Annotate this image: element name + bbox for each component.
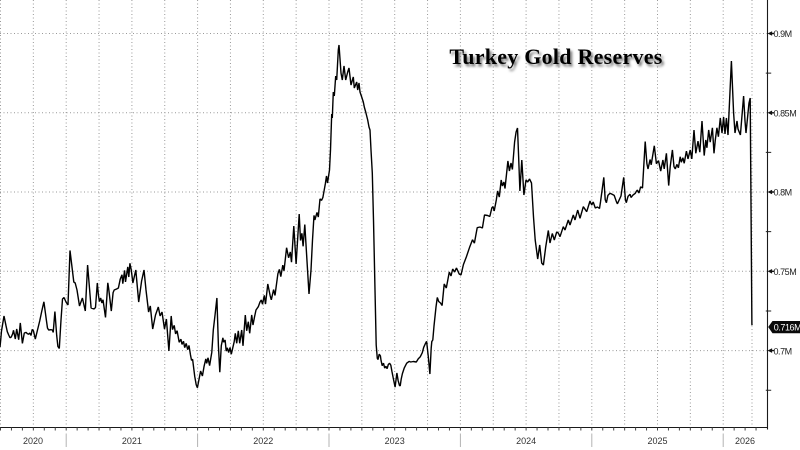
svg-text:2025: 2025 (647, 436, 667, 446)
svg-text:0.7M: 0.7M (774, 346, 792, 356)
svg-text:0.75M: 0.75M (774, 267, 797, 277)
svg-text:Turkey Gold Reserves: Turkey Gold Reserves (449, 44, 662, 69)
svg-text:2023: 2023 (385, 436, 405, 446)
svg-text:2022: 2022 (253, 436, 273, 446)
svg-text:2021: 2021 (122, 436, 142, 446)
svg-text:0.716M: 0.716M (774, 322, 800, 332)
svg-text:2024: 2024 (516, 436, 536, 446)
svg-text:0.8M: 0.8M (774, 188, 792, 198)
svg-text:0.85M: 0.85M (774, 109, 797, 119)
svg-text:2026: 2026 (735, 436, 755, 446)
svg-text:0.9M: 0.9M (774, 29, 792, 39)
svg-text:2020: 2020 (23, 436, 43, 446)
